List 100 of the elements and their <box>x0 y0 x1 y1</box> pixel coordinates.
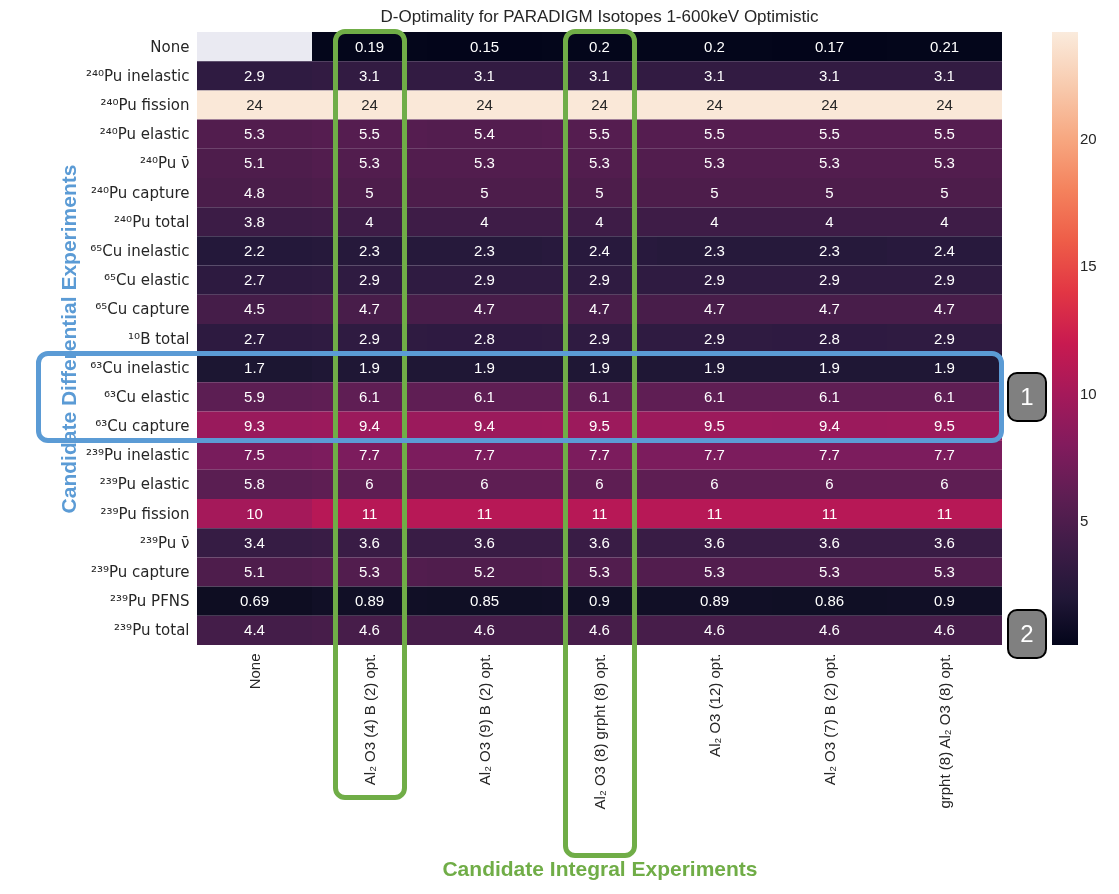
data-label: 9.4 <box>359 417 380 435</box>
data-label: 24 <box>936 95 953 113</box>
data-label: 7.7 <box>474 446 495 464</box>
data-label: 3.6 <box>359 533 380 551</box>
data-label: 5.9 <box>244 387 265 405</box>
data-label: 3.6 <box>474 533 495 551</box>
data-label: 4 <box>595 212 604 230</box>
y-tick-label: ²³⁹Pu capture <box>90 563 190 582</box>
data-label: 6 <box>365 475 374 493</box>
data-label: 2.9 <box>359 271 380 289</box>
data-label: 3.4 <box>244 533 265 551</box>
data-label: 6.1 <box>474 387 495 405</box>
y-tick-label: ⁶³Cu elastic <box>104 387 190 406</box>
data-label: 4.6 <box>934 621 955 639</box>
data-label: 0.21 <box>929 37 960 55</box>
data-label: 5.4 <box>474 125 495 143</box>
data-label: 4 <box>710 212 719 230</box>
data-label: 0.2 <box>589 37 610 55</box>
data-label: 7.7 <box>819 446 840 464</box>
data-label: 6.1 <box>704 387 725 405</box>
data-label: 2.2 <box>244 241 265 259</box>
data-label: 2.9 <box>934 329 955 347</box>
data-label: 24 <box>706 95 723 113</box>
data-label: 5 <box>480 183 489 201</box>
data-label: 2.9 <box>704 329 725 347</box>
data-label: 3.6 <box>819 533 840 551</box>
data-label: 5 <box>595 183 604 201</box>
x-tick-label: Al₂ O3 (12) opt. <box>705 653 723 757</box>
data-label: 2.9 <box>359 329 380 347</box>
data-label: 3.6 <box>589 533 610 551</box>
data-label: 1.9 <box>589 358 610 376</box>
text: 1 <box>1007 372 1047 423</box>
data-label: 5.3 <box>819 563 840 581</box>
y-tick-label: ²⁴⁰Pu total <box>114 212 190 231</box>
data-label: 5.5 <box>589 125 610 143</box>
data-label: 4 <box>365 212 374 230</box>
data-label: 2.9 <box>589 271 610 289</box>
data-label: 9.4 <box>474 417 495 435</box>
data-label: 2.9 <box>244 66 265 84</box>
chart-title: D-Optimality for PARADIGM Isotopes 1-600keV Optimistic <box>380 7 820 26</box>
data-label: 4.6 <box>704 621 725 639</box>
data-label: 11 <box>706 504 723 522</box>
data-label: 4.6 <box>589 621 610 639</box>
data-label: 2.7 <box>244 271 265 289</box>
y-tick-label: ⁶⁵Cu capture <box>95 300 190 319</box>
color-bar-label: 15 <box>1080 257 1097 275</box>
data-label: 10 <box>246 504 263 522</box>
data-label: 3.1 <box>359 66 380 84</box>
data-label: 1.9 <box>819 358 840 376</box>
data-label: 4.7 <box>589 300 610 318</box>
data-label: 4 <box>480 212 489 230</box>
data-label: 2.9 <box>819 271 840 289</box>
data-label: 7.7 <box>359 446 380 464</box>
data-label: 4 <box>940 212 949 230</box>
color-bar-label: 20 <box>1080 130 1097 148</box>
data-label: 5.1 <box>244 563 265 581</box>
data-label: 2.8 <box>819 329 840 347</box>
data-label: 4.6 <box>819 621 840 639</box>
data-label: 1.9 <box>934 358 955 376</box>
data-label: 9.5 <box>589 417 610 435</box>
data-label: 4.7 <box>359 300 380 318</box>
data-label: 9.5 <box>704 417 725 435</box>
data-label: 11 <box>591 504 608 522</box>
data-label: 1.7 <box>244 358 265 376</box>
y-tick-label: ²⁴⁰Pu elastic <box>99 125 190 144</box>
data-label: 2.9 <box>474 271 495 289</box>
data-label: 5.8 <box>244 475 265 493</box>
data-label: 5.5 <box>819 125 840 143</box>
data-label: 7.7 <box>934 446 955 464</box>
x-tick-label: grpht (8) Al₂ O3 (8) opt. <box>935 653 953 809</box>
data-label: 2.4 <box>589 241 610 259</box>
data-label: 6 <box>480 475 489 493</box>
data-label: 4 <box>825 212 834 230</box>
y-tick-label: ²³⁹Pu elastic <box>99 475 190 494</box>
data-label: 6 <box>595 475 604 493</box>
data-label: 4.7 <box>474 300 495 318</box>
y-tick-label: ⁶³Cu capture <box>95 417 190 436</box>
data-label: 5.3 <box>589 154 610 172</box>
y-tick-label: ⁶⁵Cu elastic <box>104 271 190 290</box>
data-label: 0.89 <box>354 592 385 610</box>
data-label: 5.5 <box>359 125 380 143</box>
data-label: 3.1 <box>934 66 955 84</box>
data-label: 0.86 <box>814 592 845 610</box>
data-label: 24 <box>476 95 493 113</box>
data-label: 4.7 <box>934 300 955 318</box>
data-label: 1.9 <box>704 358 725 376</box>
data-label: 0.17 <box>814 37 845 55</box>
data-label: 6.1 <box>359 387 380 405</box>
data-label: 4.7 <box>819 300 840 318</box>
y-tick-label: ²³⁹Pu ν̄ <box>140 533 190 552</box>
x-tick-label: Al₂ O3 (9) B (2) opt. <box>475 653 493 786</box>
x-tick-label: Al₂ O3 (7) B (2) opt. <box>820 653 838 786</box>
data-label: 5.1 <box>244 154 265 172</box>
data-label: 5.3 <box>359 154 380 172</box>
data-label: 24 <box>361 95 378 113</box>
data-label: 7.5 <box>244 446 265 464</box>
data-label: 3.1 <box>704 66 725 84</box>
data-label: 11 <box>821 504 838 522</box>
text: 2 <box>1007 609 1047 659</box>
y-tick-label: ²⁴⁰Pu fission <box>100 95 190 114</box>
